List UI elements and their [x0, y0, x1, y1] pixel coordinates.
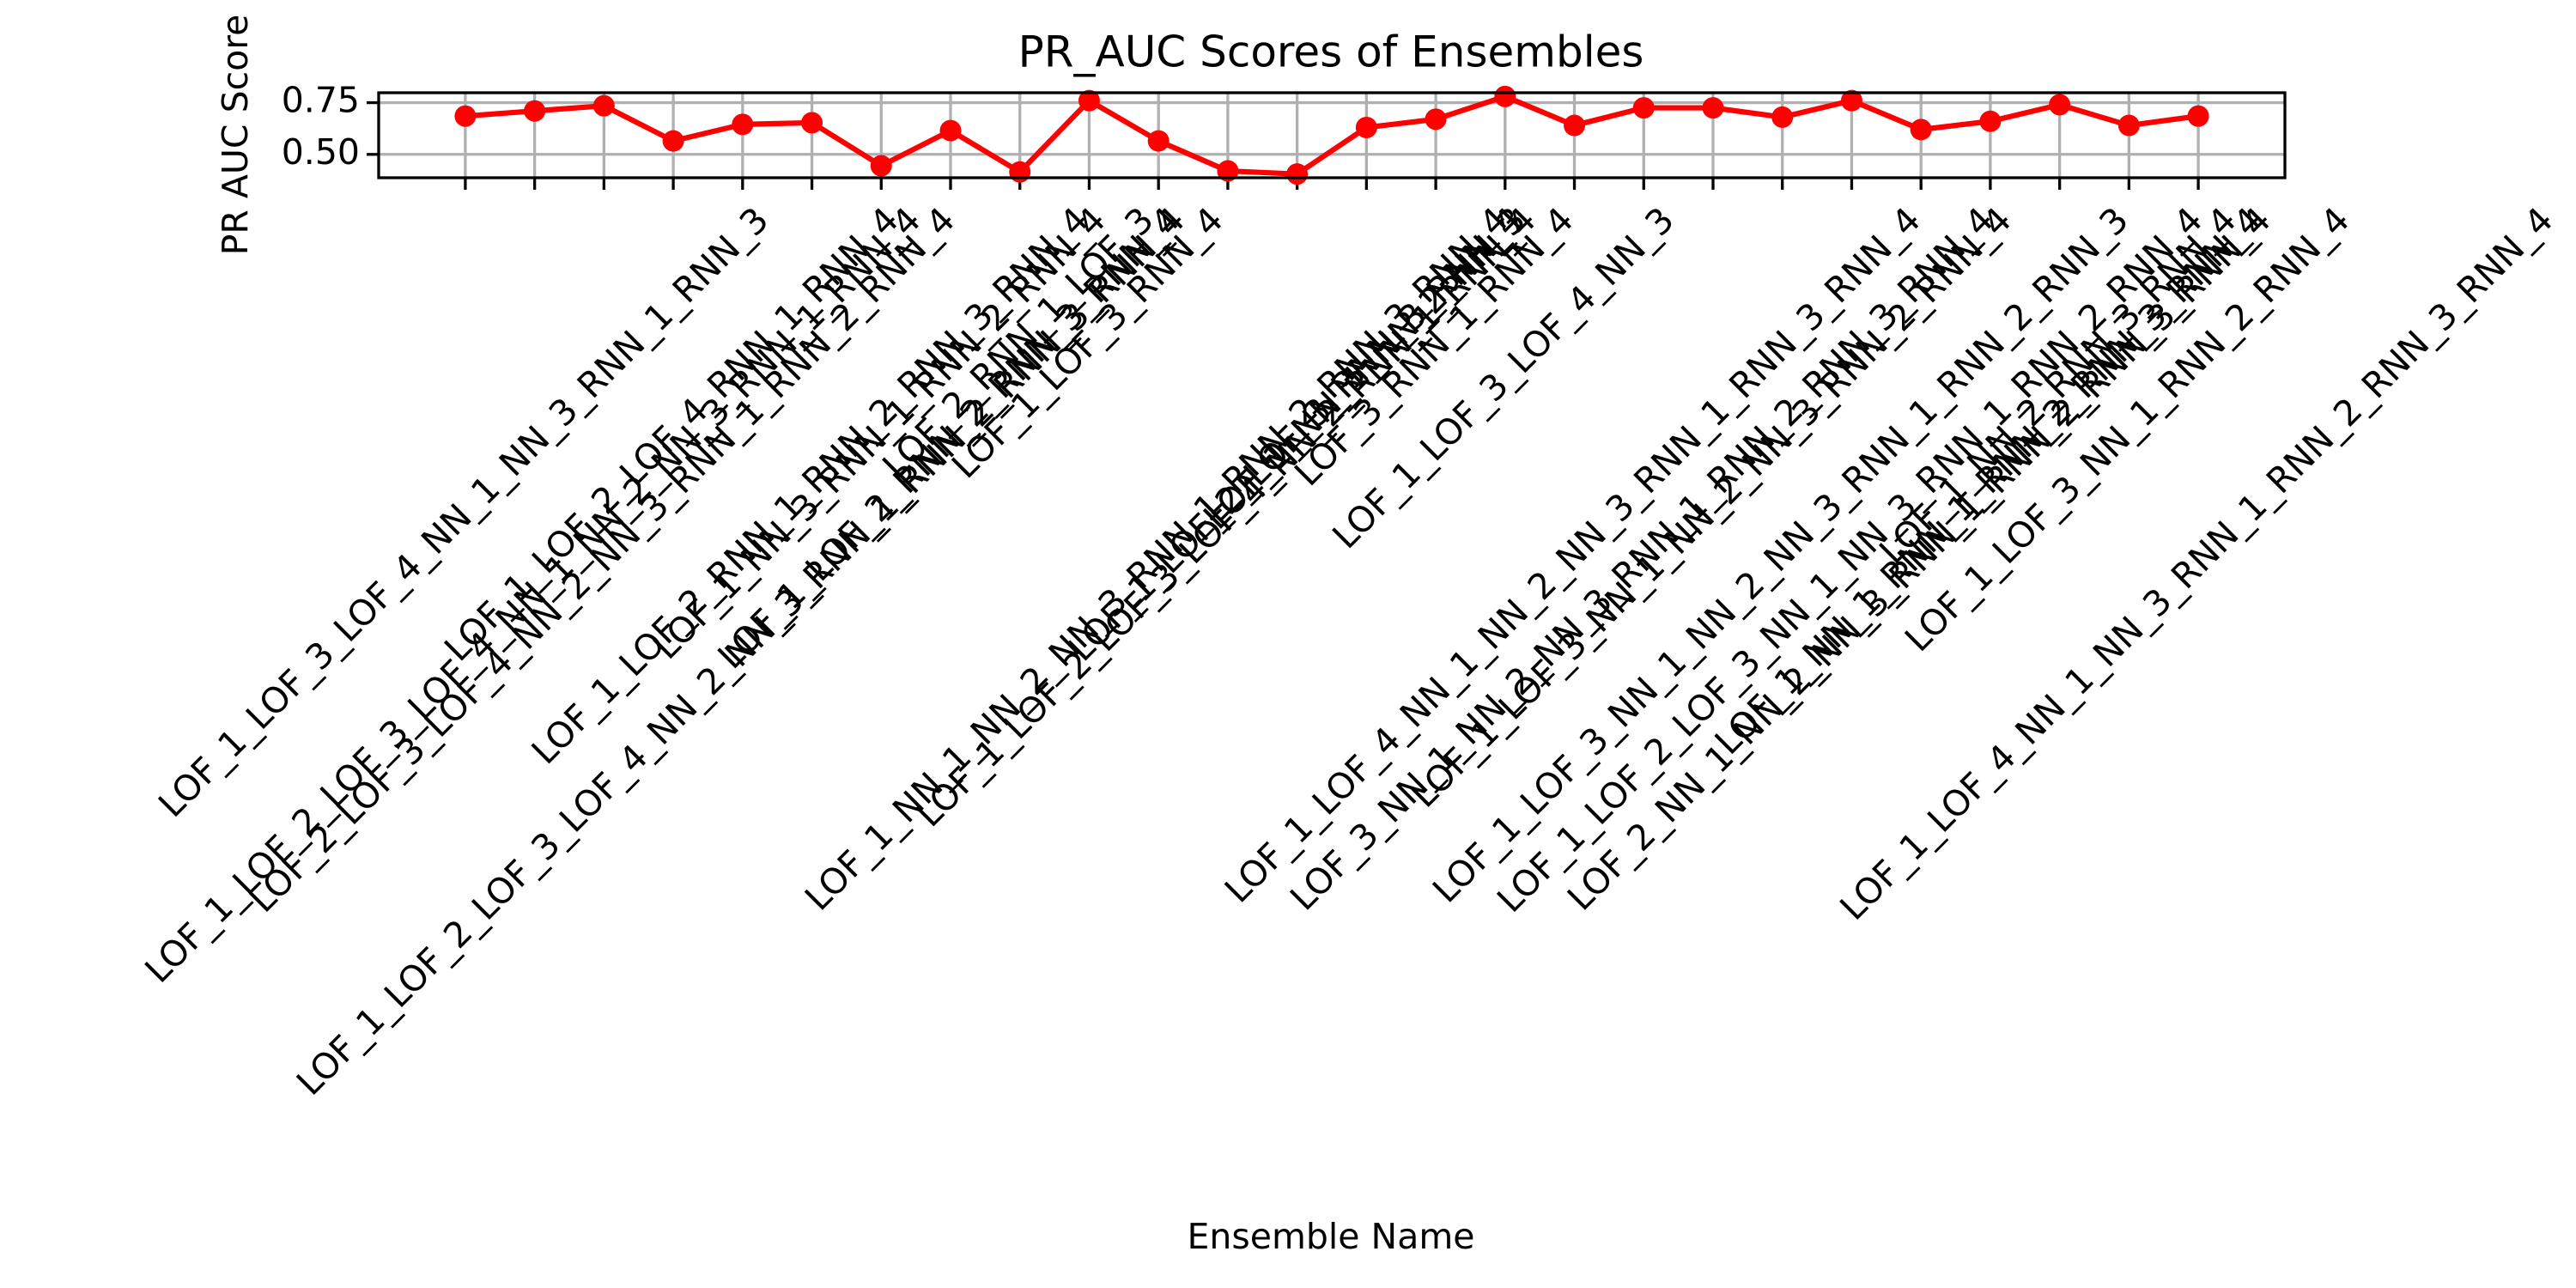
data-point	[1840, 89, 1862, 112]
y-tick-label: 0.75	[282, 80, 360, 121]
data-point	[2049, 94, 2071, 116]
plot-frame	[377, 91, 2287, 179]
data-point	[454, 105, 477, 127]
data-point	[1564, 114, 1586, 137]
data-point	[870, 155, 892, 177]
data-point	[524, 100, 546, 122]
data-point	[1147, 130, 1170, 152]
data-point	[1009, 161, 1031, 183]
data-point	[1494, 85, 1516, 107]
y-tick-label: 0.50	[282, 131, 360, 173]
data-point	[1771, 106, 1794, 128]
data-point	[732, 113, 754, 136]
data-point	[2187, 105, 2209, 127]
data-point	[801, 112, 823, 134]
data-point	[1286, 163, 1309, 185]
y-axis-label: PR AUC Score	[215, 15, 256, 256]
data-point	[1355, 116, 1377, 138]
data-point	[1910, 118, 1932, 141]
data-point	[1702, 97, 1724, 119]
data-point	[2117, 114, 2140, 137]
data-point	[592, 94, 615, 117]
data-point	[939, 119, 962, 142]
data-point	[1078, 89, 1100, 112]
data-point	[1979, 110, 2002, 132]
data-point	[662, 130, 684, 152]
series-line	[465, 94, 2199, 177]
x-axis-label: Ensemble Name	[1187, 1216, 1474, 1257]
data-point	[1425, 108, 1447, 131]
data-point	[1632, 97, 1655, 119]
data-point	[1217, 160, 1239, 182]
chart-title: PR_AUC Scores of Ensembles	[1018, 27, 1644, 77]
